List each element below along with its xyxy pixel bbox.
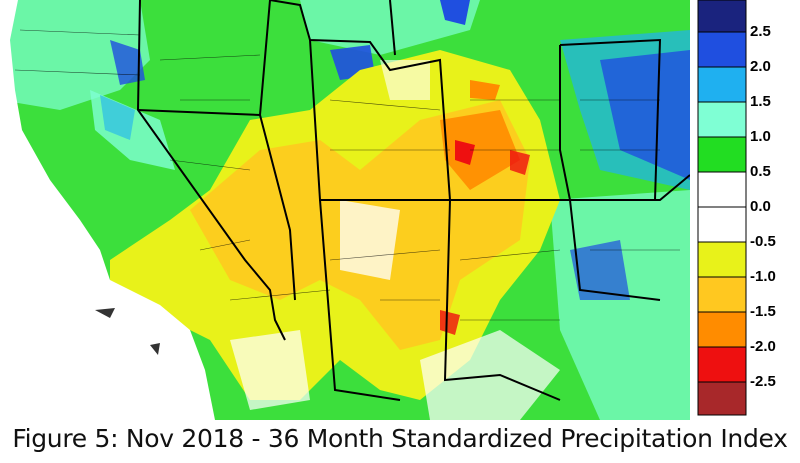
legend-swatch	[697, 311, 747, 348]
legend-label: 0.0	[750, 198, 771, 215]
legend-label: -1.0	[750, 268, 776, 285]
legend-swatch	[697, 276, 747, 313]
figure-caption: Figure 5: Nov 2018 - 36 Month Standardiz…	[12, 424, 788, 453]
legend-swatch	[697, 346, 747, 383]
color-legend: 2.5 2.0 1.5 1.0 0.5 0.0 -0.5 -1.0 -1.5 -2.0 -2.5	[697, 0, 776, 416]
legend-label: 2.0	[750, 58, 771, 75]
legend-label: -0.5	[750, 233, 776, 250]
legend-swatch	[697, 206, 747, 243]
legend-label: 1.5	[750, 93, 771, 110]
legend-swatch	[697, 31, 747, 68]
legend-label: -1.5	[750, 303, 776, 320]
legend-swatch	[697, 101, 747, 138]
legend-label: 0.5	[750, 163, 771, 180]
legend-label: 2.5	[750, 23, 771, 40]
legend-swatch	[697, 0, 747, 33]
legend-swatch	[697, 136, 747, 173]
legend-label: -2.0	[750, 338, 776, 355]
legend-swatch	[697, 171, 747, 208]
legend-label: -2.5	[750, 373, 776, 390]
legend-label: 1.0	[750, 128, 771, 145]
spi-map	[0, 0, 690, 420]
legend-swatch	[697, 66, 747, 103]
legend-swatch	[697, 241, 747, 278]
legend-swatch	[697, 381, 747, 416]
